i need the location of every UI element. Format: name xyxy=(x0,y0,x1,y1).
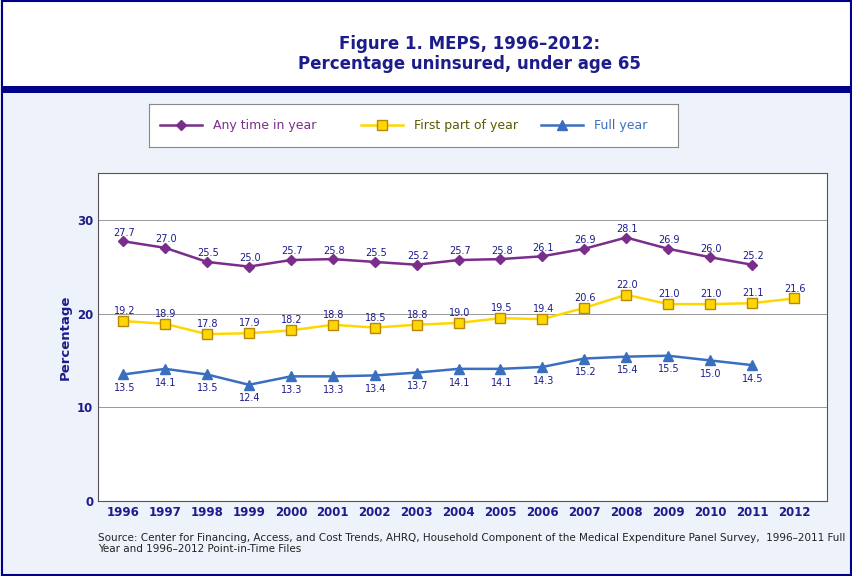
Text: 25.5: 25.5 xyxy=(197,248,219,259)
Text: 14.1: 14.1 xyxy=(448,377,469,388)
Text: 13.7: 13.7 xyxy=(406,381,428,391)
Text: 25.7: 25.7 xyxy=(281,247,302,256)
Text: 13.3: 13.3 xyxy=(281,385,302,395)
Text: 26.1: 26.1 xyxy=(532,242,554,253)
Text: 14.3: 14.3 xyxy=(532,376,554,386)
Text: 19.4: 19.4 xyxy=(532,304,554,314)
Y-axis label: Percentage: Percentage xyxy=(58,294,72,380)
Text: 25.8: 25.8 xyxy=(490,245,512,256)
Text: 21.0: 21.0 xyxy=(658,289,679,299)
Text: 21.1: 21.1 xyxy=(741,288,763,298)
Text: 18.8: 18.8 xyxy=(323,310,344,320)
Text: Source: Center for Financing, Access, and Cost Trends, AHRQ, Household Component: Source: Center for Financing, Access, an… xyxy=(98,533,844,543)
Text: Any time in year: Any time in year xyxy=(212,119,316,132)
Text: Figure 1. MEPS, 1996–2012:: Figure 1. MEPS, 1996–2012: xyxy=(338,35,599,52)
Text: 18.9: 18.9 xyxy=(155,309,176,319)
Text: 21.6: 21.6 xyxy=(783,283,804,294)
Text: Full year: Full year xyxy=(593,119,646,132)
Text: 15.0: 15.0 xyxy=(699,369,721,379)
Text: Percentage uninsured, under age 65: Percentage uninsured, under age 65 xyxy=(297,55,640,73)
Text: 18.8: 18.8 xyxy=(406,310,428,320)
Text: 13.3: 13.3 xyxy=(323,385,344,395)
Text: AHRQ: AHRQ xyxy=(46,20,127,44)
Text: 25.8: 25.8 xyxy=(323,245,344,256)
Text: 25.2: 25.2 xyxy=(406,251,429,261)
Text: 19.2: 19.2 xyxy=(113,306,135,316)
Text: 18.5: 18.5 xyxy=(365,313,386,323)
Text: 13.5: 13.5 xyxy=(197,383,219,393)
Text: 26.9: 26.9 xyxy=(658,235,679,245)
Text: 22.0: 22.0 xyxy=(616,280,637,290)
Text: 26.9: 26.9 xyxy=(574,235,596,245)
Text: 25.0: 25.0 xyxy=(239,253,261,263)
Text: 19.0: 19.0 xyxy=(448,308,469,318)
Text: 19.5: 19.5 xyxy=(490,303,512,313)
Text: 12.4: 12.4 xyxy=(239,393,261,403)
Text: 13.4: 13.4 xyxy=(365,384,386,394)
Text: 26.0: 26.0 xyxy=(699,244,721,253)
Text: 18.2: 18.2 xyxy=(281,316,302,325)
Text: 27.7: 27.7 xyxy=(113,228,135,238)
Text: 21.0: 21.0 xyxy=(699,289,721,299)
Text: 27.0: 27.0 xyxy=(155,234,177,244)
Text: Year and 1996–2012 Point-in-Time Files: Year and 1996–2012 Point-in-Time Files xyxy=(98,544,301,554)
Text: 25.7: 25.7 xyxy=(448,247,470,256)
Text: 15.5: 15.5 xyxy=(658,365,679,374)
Text: 14.1: 14.1 xyxy=(490,377,511,388)
Text: 14.5: 14.5 xyxy=(741,374,763,384)
Text: Advancing
Excellence in
Health Care: Advancing Excellence in Health Care xyxy=(59,40,114,70)
Text: 25.2: 25.2 xyxy=(741,251,763,261)
Text: 15.4: 15.4 xyxy=(616,365,637,376)
Text: 20.6: 20.6 xyxy=(574,293,596,303)
Text: 17.8: 17.8 xyxy=(197,319,219,329)
Text: 17.9: 17.9 xyxy=(239,319,261,328)
Text: 25.5: 25.5 xyxy=(365,248,386,259)
Text: First part of year: First part of year xyxy=(413,119,517,132)
Text: 15.2: 15.2 xyxy=(574,367,596,377)
Text: 28.1: 28.1 xyxy=(616,224,637,234)
Text: 14.1: 14.1 xyxy=(155,377,176,388)
Text: 13.5: 13.5 xyxy=(113,383,135,393)
